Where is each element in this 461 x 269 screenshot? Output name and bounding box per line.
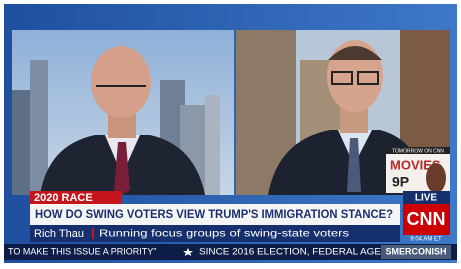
network-time: 9:04 AM ET [410, 237, 442, 243]
banner-name: Rich Thau [34, 228, 84, 240]
page: TOMORROW ON CNN MOVIES 9P 2020 RACE HOW … [0, 0, 461, 269]
promo-kicker: TOMORROW ON CNN [392, 148, 444, 154]
banner-tag: 2020 RACE [34, 192, 93, 204]
ticker-item: TO MAKE THIS ISSUE A PRIORITY" [8, 246, 156, 256]
host-panel [12, 30, 234, 195]
show-name: SMERCONISH [385, 246, 446, 256]
promo: TOMORROW ON CNN MOVIES 9P [386, 147, 450, 193]
promo-time: 9P [392, 174, 409, 190]
ticker-item: SINCE 2016 ELECTION, FEDERAL AGE [199, 246, 381, 256]
banner-role: Running focus groups of swing-state vote… [99, 229, 349, 240]
broadcast-frame: TOMORROW ON CNN MOVIES 9P 2020 RACE HOW … [0, 0, 461, 269]
network-logo: CNN [407, 209, 446, 229]
banner-headline: HOW DO SWING VOTERS VIEW TRUMP'S IMMIGRA… [35, 207, 393, 221]
divider [92, 228, 94, 239]
live-label: LIVE [415, 193, 438, 204]
